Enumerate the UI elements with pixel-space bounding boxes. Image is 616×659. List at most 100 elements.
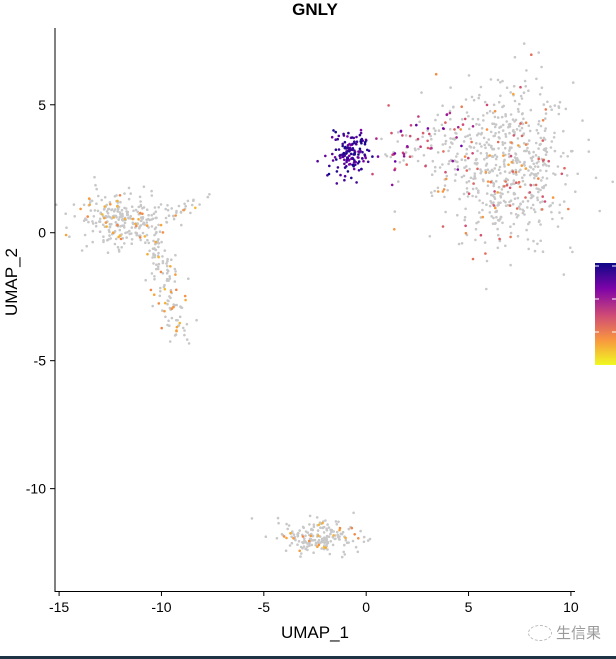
data-point-expressed: [184, 298, 187, 302]
data-point-expressed: [520, 164, 524, 167]
data-point-expressed: [534, 183, 538, 187]
data-point: [451, 142, 454, 145]
data-point: [127, 186, 131, 190]
data-point-expressed: [357, 169, 361, 172]
data-point: [118, 228, 122, 232]
data-point: [180, 223, 183, 227]
data-point: [157, 251, 160, 255]
data-point-expressed: [409, 124, 413, 127]
data-point-expressed: [352, 167, 356, 171]
data-point-expressed: [461, 123, 465, 126]
data-point: [493, 115, 497, 119]
data-point: [118, 216, 121, 219]
data-point-expressed: [463, 155, 467, 158]
data-point: [516, 107, 520, 111]
data-point: [157, 206, 160, 209]
data-point-expressed: [434, 72, 438, 76]
data-point: [521, 176, 524, 179]
data-point: [157, 223, 160, 227]
data-point-expressed: [343, 174, 347, 178]
data-point: [497, 136, 501, 139]
data-point: [499, 81, 502, 84]
data-point-expressed: [351, 147, 355, 150]
data-point-expressed: [496, 191, 500, 194]
data-point: [511, 159, 515, 162]
data-point-expressed: [393, 152, 397, 155]
data-point: [501, 123, 505, 127]
data-point-expressed: [498, 237, 501, 241]
data-point: [512, 172, 515, 175]
data-point-expressed: [347, 131, 350, 135]
data-point: [537, 147, 540, 150]
data-point-expressed: [492, 204, 496, 207]
data-point: [166, 302, 169, 306]
data-point-expressed: [353, 151, 356, 155]
data-point: [312, 551, 315, 554]
data-point: [452, 106, 455, 109]
data-point-expressed: [111, 231, 115, 234]
data-point: [154, 232, 158, 235]
data-point: [540, 179, 543, 182]
data-point: [542, 103, 546, 106]
data-point: [481, 208, 484, 212]
data-point: [449, 117, 452, 121]
data-point: [535, 161, 539, 165]
data-point-expressed: [514, 170, 518, 174]
data-point: [161, 260, 165, 263]
data-point: [505, 86, 509, 89]
data-point-expressed: [471, 125, 475, 128]
data-point-expressed: [344, 536, 347, 540]
data-point: [165, 279, 169, 282]
y-tick-label: -5: [34, 353, 47, 369]
data-point: [496, 78, 500, 82]
data-point: [438, 166, 442, 169]
data-point: [444, 210, 447, 214]
data-point: [493, 222, 497, 225]
data-point: [98, 217, 102, 221]
data-point: [564, 183, 567, 186]
data-point-expressed: [426, 146, 430, 150]
data-point: [549, 146, 553, 149]
data-point: [351, 539, 355, 543]
data-point: [498, 126, 501, 129]
data-point-expressed: [547, 159, 550, 163]
data-point: [542, 186, 545, 190]
data-point: [507, 152, 511, 156]
data-point-expressed: [334, 138, 338, 141]
data-point: [489, 130, 493, 134]
data-point: [493, 134, 497, 138]
data-point-expressed: [145, 224, 149, 227]
data-point: [153, 275, 156, 278]
data-point-expressed: [402, 152, 406, 156]
data-point: [416, 159, 420, 163]
data-point-expressed: [346, 146, 349, 149]
data-point-expressed: [426, 127, 430, 130]
data-point: [418, 120, 421, 124]
data-point: [297, 540, 301, 543]
data-point: [107, 238, 110, 241]
data-point: [440, 123, 444, 127]
data-point: [518, 102, 521, 106]
data-point-expressed: [307, 539, 311, 543]
data-point: [108, 216, 112, 219]
data-point: [445, 174, 449, 178]
data-point: [144, 278, 147, 282]
data-point: [347, 527, 351, 531]
data-point-expressed: [357, 537, 360, 540]
data-point-expressed: [289, 531, 292, 535]
data-point-expressed: [335, 170, 339, 173]
data-point: [145, 233, 149, 237]
data-point: [594, 176, 598, 180]
data-point: [337, 520, 340, 524]
data-point-expressed: [350, 526, 354, 530]
data-point: [521, 200, 525, 203]
data-point: [507, 123, 511, 126]
data-point: [462, 174, 466, 178]
data-point: [472, 98, 476, 102]
data-point: [148, 249, 151, 253]
data-point: [488, 109, 492, 113]
data-point: [97, 194, 100, 198]
data-point: [160, 240, 163, 244]
data-point-expressed: [419, 145, 422, 148]
data-point: [110, 222, 113, 226]
